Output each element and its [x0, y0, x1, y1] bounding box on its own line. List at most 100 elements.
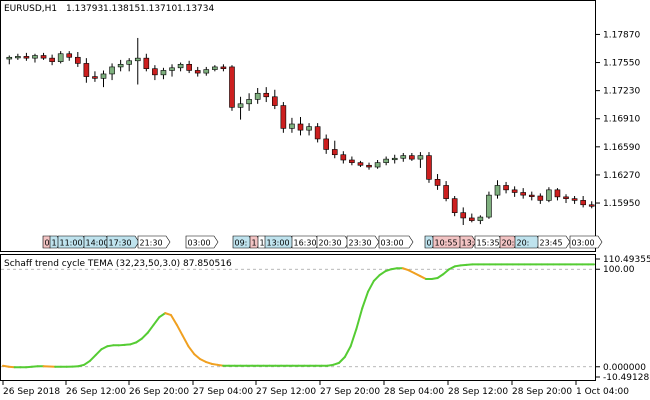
event-tag-label: 0	[427, 239, 432, 248]
candle	[400, 152, 407, 162]
candle	[246, 93, 252, 111]
candle-body	[66, 53, 73, 58]
candle	[563, 194, 569, 204]
event-tag[interactable]: 21:30	[137, 235, 171, 249]
indicator-title: Schaff trend cycle TEMA (32,23,50,3.0) 8…	[4, 259, 232, 269]
candle-body	[32, 55, 38, 59]
candle	[143, 53, 150, 72]
event-tag[interactable]: 16:30	[291, 235, 321, 249]
candle-body	[554, 189, 561, 198]
indicator-segment	[152, 316, 161, 326]
event-tag[interactable]: 03:00	[569, 235, 603, 249]
event-tag[interactable]: 03:00	[185, 235, 219, 249]
candle	[66, 51, 73, 61]
candle	[32, 53, 38, 63]
event-tag[interactable]: 15:35	[474, 235, 504, 249]
candle	[23, 52, 30, 61]
candle	[554, 188, 561, 201]
event-tag[interactable]: 13:	[459, 235, 477, 249]
candlestick-series	[6, 37, 595, 225]
indicator-segment	[419, 275, 427, 280]
candle-body	[409, 155, 415, 160]
candle-body	[400, 155, 407, 159]
event-tag-label: 10:55	[435, 239, 458, 248]
time-label: 27 Sep 12:00	[256, 387, 316, 397]
event-tag-shape	[569, 235, 603, 249]
candle-body	[374, 162, 381, 168]
event-tag[interactable]: 23:45	[537, 235, 571, 249]
candle-body	[15, 56, 21, 59]
event-tag[interactable]: 13:00	[264, 235, 296, 249]
candle	[588, 201, 595, 209]
candle	[469, 213, 475, 223]
candle	[57, 51, 64, 64]
event-tag-shape	[137, 235, 171, 249]
candle-body	[117, 63, 124, 68]
candle	[169, 64, 175, 77]
event-tag[interactable]: 10:55	[432, 235, 464, 249]
event-tag[interactable]: 23:30	[346, 235, 380, 249]
event-tag[interactable]: 11:00	[57, 235, 88, 249]
indicator-segment	[94, 348, 103, 357]
candle-body	[331, 149, 338, 156]
candle-body	[349, 159, 355, 163]
indicator-segment	[448, 265, 456, 271]
time-label: 1 Oct 04:00	[576, 387, 629, 397]
symbol-timeframe: EURUSD,H1	[4, 4, 57, 14]
candle	[92, 71, 98, 82]
indicator-segment	[181, 334, 190, 348]
event-tag[interactable]: 20:30	[316, 235, 350, 249]
candle	[280, 102, 287, 133]
candle-body	[160, 70, 167, 76]
candle	[40, 52, 47, 60]
event-tag[interactable]: 14:00	[83, 235, 111, 249]
candle	[306, 123, 312, 136]
event-tag-shape	[185, 235, 219, 249]
event-tag-label: 21:30	[140, 239, 163, 248]
indicator-segment	[100, 345, 109, 351]
event-tag-label: 17:30	[109, 239, 132, 248]
indicator-segment	[83, 359, 91, 366]
event-tag[interactable]: 20:	[514, 235, 542, 249]
event-tag[interactable]: 17:30	[106, 235, 140, 249]
indicator-segment	[88, 354, 97, 362]
event-tag-label: 09:	[235, 239, 248, 248]
candle-body	[229, 66, 235, 108]
price-label: 1.16270	[603, 171, 640, 181]
candle	[134, 37, 141, 85]
candle	[366, 162, 372, 170]
indicator-segment	[338, 356, 346, 364]
candle-body	[83, 63, 90, 77]
indicator-segment	[384, 268, 393, 273]
indicator-segment	[442, 268, 451, 276]
candle-body	[134, 57, 141, 62]
indicator-axis: 110.493551100.00 0.000000-10.49128	[1, 255, 650, 383]
ohlc-open: 1.13793	[66, 4, 103, 14]
candle	[374, 160, 381, 169]
candle	[434, 174, 441, 190]
candle	[426, 152, 432, 183]
candle-body	[6, 56, 13, 60]
event-tag-label: 1	[52, 239, 57, 248]
candle-body	[511, 189, 518, 193]
candle	[177, 62, 184, 72]
price-label: 1.17230	[603, 87, 640, 97]
indicator-segment	[343, 345, 352, 359]
candle	[537, 193, 544, 204]
price-axis: 1.17870 1.17550 1.17230 1.16910 1.16590 1.162…	[595, 30, 640, 209]
candle-body	[503, 185, 509, 191]
indicator-segment	[146, 323, 155, 334]
candle	[477, 215, 484, 225]
candle	[263, 87, 270, 103]
candle	[314, 123, 321, 143]
event-tag-label: 03:00	[381, 239, 404, 248]
candle	[486, 191, 492, 219]
candle	[349, 156, 355, 166]
candle-body	[49, 57, 55, 62]
event-tag[interactable]: 03:00	[378, 235, 414, 249]
event-tag-shape	[378, 235, 414, 249]
ohlc-low: 1.13710	[140, 4, 177, 14]
candle-body	[297, 123, 304, 131]
candle	[212, 65, 218, 72]
